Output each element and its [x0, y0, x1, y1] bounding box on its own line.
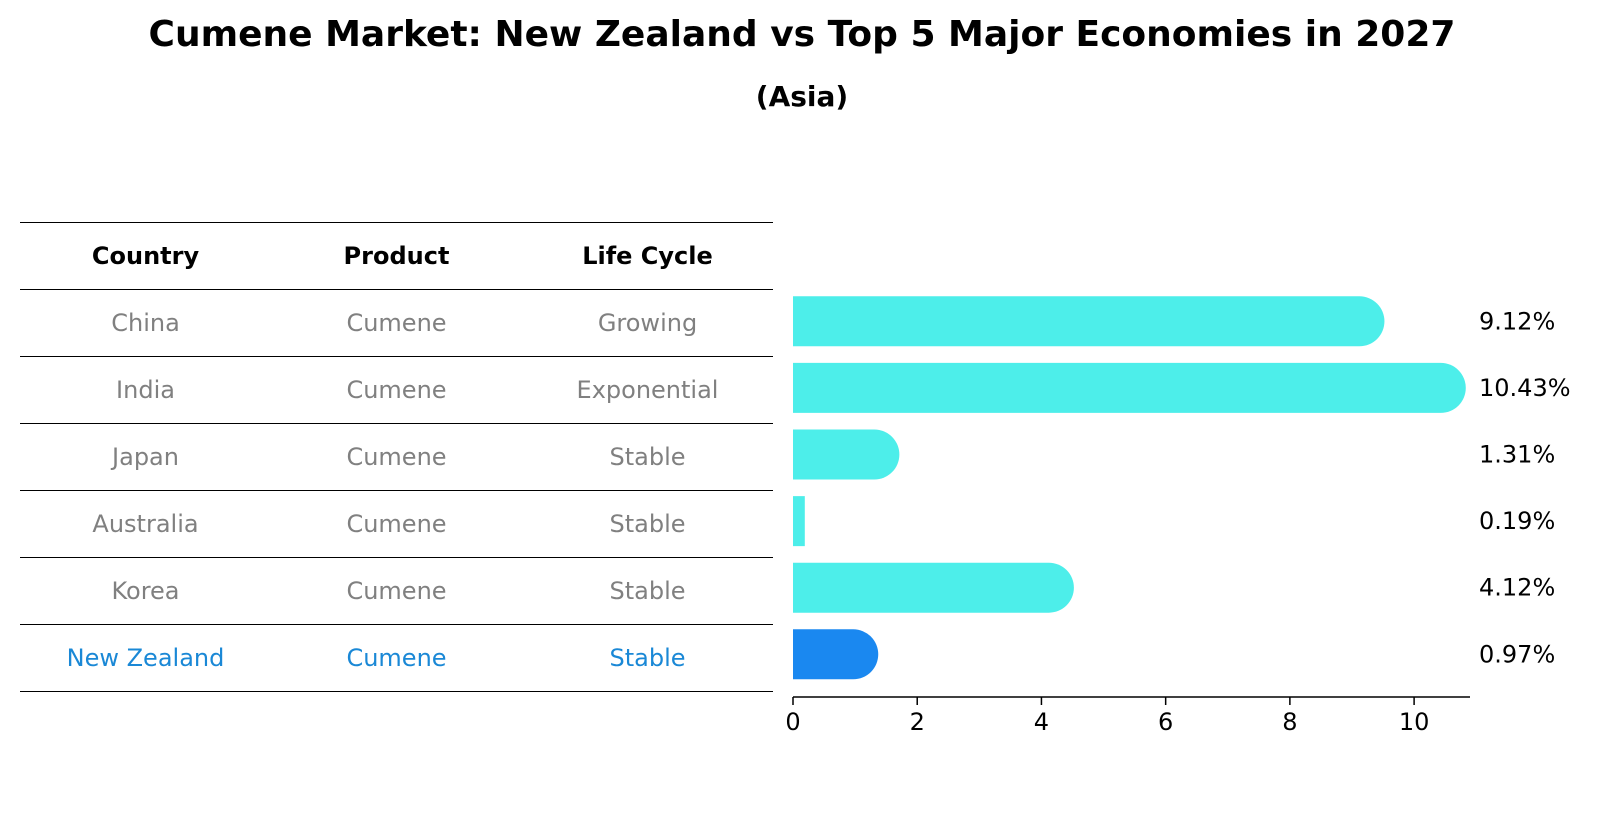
cell-product: Cumene [346, 443, 447, 471]
country-table: Country Product Life Cycle China Cumene … [20, 222, 773, 692]
cell-life-cycle: Stable [609, 510, 686, 538]
table-row: China Cumene Growing [20, 289, 773, 357]
table-header-row: Country Product Life Cycle [20, 222, 773, 290]
x-tick-label: 4 [1034, 708, 1049, 736]
table-row-highlight: New Zealand Cumene Stable [20, 624, 773, 692]
bar-india [793, 362, 1466, 413]
cell-product: Cumene [346, 577, 447, 605]
header-country: Country [91, 242, 200, 270]
cell-country: China [111, 309, 180, 337]
bar-value-label: 0.97% [1479, 640, 1555, 668]
cell-life-cycle: Exponential [576, 376, 719, 404]
x-tick-label: 2 [910, 708, 925, 736]
cell-life-cycle: Stable [609, 443, 686, 471]
cell-life-cycle: Stable [609, 577, 686, 605]
cell-life-cycle: Stable [609, 644, 686, 672]
bar-japan [793, 429, 900, 480]
bar-value-label: 9.12% [1479, 307, 1555, 335]
cell-country: Australia [92, 510, 199, 538]
bar-value-label: 0.19% [1479, 507, 1555, 535]
bar-value-label: 4.12% [1479, 574, 1555, 602]
table-row: Australia Cumene Stable [20, 490, 773, 558]
x-tick-label: 10 [1399, 708, 1430, 736]
cell-country: Korea [111, 577, 180, 605]
cell-product: Cumene [346, 309, 447, 337]
cell-product: Cumene [346, 510, 447, 538]
bar-value-label: 10.43% [1479, 374, 1571, 402]
cell-life-cycle: Growing [597, 309, 698, 337]
table-row: Japan Cumene Stable [20, 423, 773, 491]
header-product: Product [343, 242, 450, 270]
chart-title: Cumene Market: New Zealand vs Top 5 Majo… [148, 14, 1456, 55]
bar-australia [793, 496, 805, 547]
x-tick-label: 6 [1158, 708, 1173, 736]
bar-new-zealand [793, 629, 879, 680]
bar-china [793, 296, 1385, 347]
x-tick-label: 8 [1282, 708, 1297, 736]
header-life-cycle: Life Cycle [582, 242, 713, 270]
cell-country: Japan [112, 443, 179, 471]
chart-subtitle: (Asia) [755, 80, 849, 113]
cell-product: Cumene [346, 376, 447, 404]
x-tick-label: 0 [785, 708, 800, 736]
cell-country: New Zealand [66, 644, 225, 672]
cell-country: India [116, 376, 175, 404]
cell-product: Cumene [346, 644, 447, 672]
bar-korea [793, 562, 1074, 613]
bar-value-label: 1.31% [1479, 441, 1555, 469]
table-row: Korea Cumene Stable [20, 557, 773, 625]
table-row: India Cumene Exponential [20, 356, 773, 424]
